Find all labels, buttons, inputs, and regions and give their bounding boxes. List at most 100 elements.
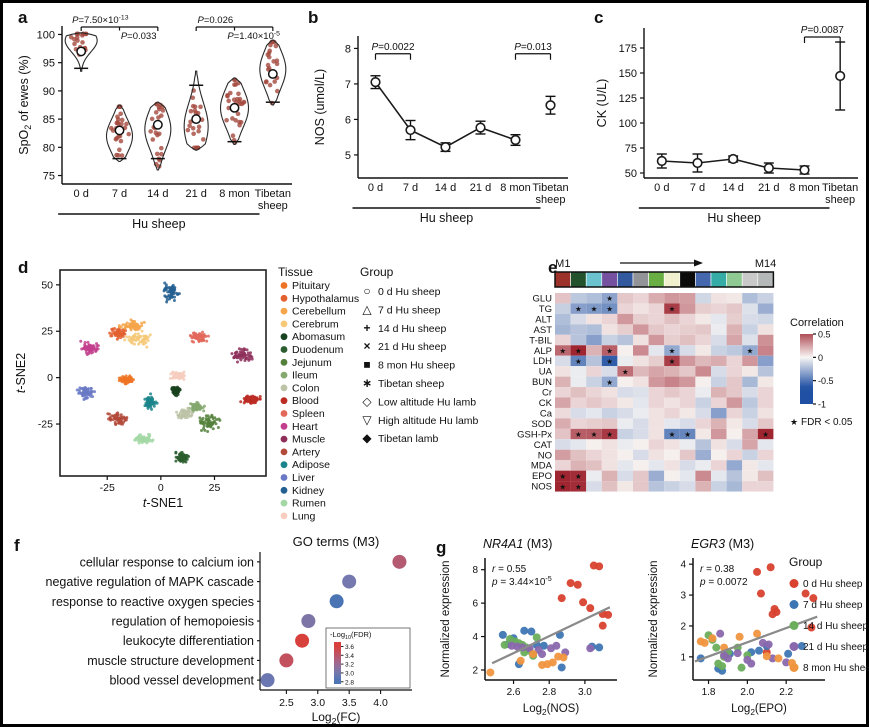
go-term-dot — [329, 594, 344, 609]
x-tick-label: 2.8 — [542, 687, 556, 698]
group-symbol: × — [363, 339, 370, 353]
group-legend-label: 7 d Hu sheep — [803, 600, 863, 611]
cluster-duodenum — [174, 450, 191, 464]
panel-d-letter: d — [18, 258, 29, 277]
group-symbol: ▽ — [362, 413, 372, 427]
series-0-d-Hu-sheep — [753, 563, 818, 657]
data-point — [510, 134, 521, 146]
group-axis-label: Hu sheep — [707, 211, 761, 225]
tissue-legend-label: Abomasum — [292, 331, 345, 343]
group-symbol: ∗ — [362, 376, 372, 390]
significance-star: ★ — [559, 482, 566, 491]
significance-star: ★ — [559, 346, 566, 355]
x-tick-label: 0 d — [74, 188, 89, 200]
data-point — [370, 77, 381, 88]
x-tick-label: 2.0 — [740, 687, 754, 698]
significance-star: ★ — [575, 357, 582, 366]
group-symbol: ◆ — [362, 431, 372, 445]
heatmap-row-label: CAT — [534, 440, 552, 451]
tissue-legend-label: Cerebrum — [292, 318, 339, 330]
tissue-legend-label: Ileum — [292, 370, 318, 382]
x-axis-title: Log2(FC) — [312, 710, 361, 726]
median-dot — [114, 125, 125, 136]
heatmap-row-label: UA — [539, 367, 553, 378]
violin-4 — [183, 70, 209, 151]
heatmap-row-label: NOS — [531, 482, 552, 493]
p-value: P=0.0087 — [801, 25, 845, 36]
correlation-tick: -1 — [818, 400, 826, 410]
cluster-rumen — [133, 432, 155, 445]
y-tick-label: 6 — [345, 114, 351, 126]
correlation-r: r = 0.55 — [492, 564, 527, 575]
group-legend-label: 8 mon Hu sheep — [803, 663, 869, 674]
tissue-legend-swatch — [280, 397, 288, 405]
tissue-legend-swatch — [280, 422, 288, 430]
tissue-legend-swatch — [280, 307, 288, 315]
cluster-pituitary — [117, 374, 135, 386]
x-tick-label: 21 d — [758, 182, 779, 194]
x-tick-label: 8 mon — [500, 182, 531, 194]
tissue-legend-label: Hypothalamus — [292, 293, 359, 305]
group-symbol: ○ — [363, 284, 370, 298]
cluster-lung — [168, 370, 186, 381]
y-tick-label: 100 — [619, 118, 637, 130]
correlation-colorbar — [800, 334, 813, 404]
x-tick-label: Tibetan — [255, 188, 291, 200]
tissue-legend-label: Spleen — [292, 408, 325, 420]
p-value: P=7.50×10-13 — [72, 14, 129, 26]
tissue-legend-swatch — [280, 358, 288, 366]
significance-star: ★ — [575, 305, 582, 314]
tissue-legend-label: Heart — [292, 421, 318, 433]
cluster-adipose — [143, 392, 159, 411]
significance-star: ★ — [591, 430, 598, 439]
tissue-legend-title: Tissue — [278, 265, 313, 279]
group-legend-label: Low altitude Hu lamb — [378, 396, 476, 408]
cluster-cerebrum — [123, 329, 152, 349]
group-legend-label: 0 d Hu sheep — [378, 286, 441, 298]
significance-star: ★ — [762, 430, 769, 439]
y-tick-label: 4 — [680, 560, 686, 571]
heatmap-row-label: TG — [539, 304, 552, 315]
panel-g-scatter-plots: 2.6 2.8 3.0 2 4 6 8 NR4A1 (M3) Log2(NOS) Normaliz… — [440, 537, 869, 717]
cluster-liver — [75, 385, 97, 402]
data-point — [763, 162, 774, 174]
x-tick-label: 0 — [158, 482, 164, 494]
significance-star: ★ — [606, 357, 613, 366]
panel-f-letter: f — [14, 536, 20, 555]
data-point — [440, 142, 451, 153]
x-axis-title: t-SNE1 — [143, 496, 183, 510]
x-tick-label: 8 mon — [219, 188, 250, 200]
panel-d-tsne-chart: -25 0 25 -25 0 25 50 t-SNE1 t-SNE2 TissuePituitar… — [14, 265, 479, 522]
panel-c-letter: c — [594, 8, 604, 27]
x-tick-label: 0 d — [368, 182, 383, 194]
significance-star: ★ — [606, 430, 613, 439]
correlation-tick: 0.5 — [818, 330, 831, 340]
series-7-d-Hu-sheep — [696, 642, 806, 675]
go-term-label: response to reactive oxygen species — [52, 595, 254, 609]
direction-arrow — [694, 259, 703, 267]
go-term-label: cellular response to calcium ion — [80, 555, 254, 569]
heatmap-row-label: ALP — [534, 346, 552, 357]
cluster-hypothalamus — [108, 326, 128, 341]
significance-star: ★ — [669, 357, 676, 366]
fdr-tick: 3.2 — [345, 662, 354, 669]
x-tick-label: 4.0 — [373, 697, 388, 709]
tissue-legend-swatch — [280, 384, 288, 392]
x-tick-label: 7 d — [403, 182, 418, 194]
panel-e-heatmap: M1 M14★★ ★ ★ ★★ ★ ★ ★ ★★ ★ ★★★★ ★ ★ ★ ★ ★★ ★★ ★GLUTGALTAS… — [517, 258, 853, 493]
tissue-legend-swatch — [280, 499, 288, 507]
y-tick-label: 95 — [43, 58, 55, 70]
group-symbol: ◇ — [362, 394, 372, 408]
panel-c-line-chart: 50 75 100 125 150 175 CK (U/L) P=0.0087 0 d 7 d 14… — [595, 25, 858, 225]
x-tick-label: 21 d — [185, 188, 206, 200]
cluster-spleen — [188, 330, 210, 344]
y-tick-label: 50 — [41, 279, 53, 291]
tissue-legend-label: Colon — [292, 382, 320, 394]
panel-e-letter: e — [548, 258, 558, 277]
x-tick-label: 14 d — [147, 188, 168, 200]
significance-star: ★ — [669, 430, 676, 439]
heatmap-row-label: T-BIL — [529, 335, 552, 346]
tissue-legend-swatch — [280, 410, 288, 417]
go-term-label: muscle structure development — [87, 654, 254, 668]
heatmap-row-label: ALT — [535, 314, 552, 325]
